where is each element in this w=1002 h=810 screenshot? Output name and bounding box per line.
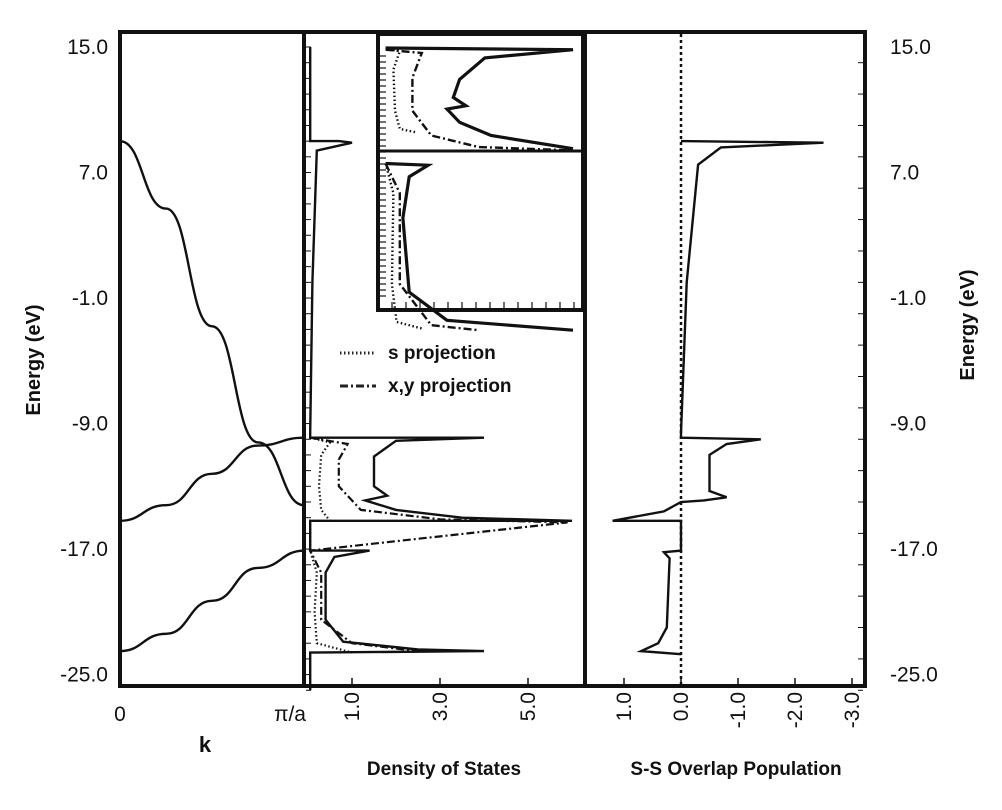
dos-x-tick-label: 5.0: [517, 692, 540, 721]
left-y-axis-label: Energy (eV): [23, 304, 45, 415]
dos-solid-line: [309, 47, 573, 691]
left-y-tick-label: -9.0: [72, 413, 108, 436]
right-y-tick-label: 15.0: [890, 36, 931, 59]
inset-solid-bot-line: [385, 161, 574, 332]
legend-label-xy-projection: x,y projection: [388, 376, 512, 397]
inset-curves: [378, 46, 583, 332]
right-y-tick-label: -1.0: [890, 287, 926, 310]
overlap-x-tick-label: 1.0: [613, 692, 636, 721]
overlap-x-tick-label: -1.0: [727, 692, 750, 728]
left-y-tick-label: -1.0: [72, 287, 108, 310]
inset-frame: [376, 32, 585, 312]
inset-xy-proj-bot-line: [384, 162, 479, 332]
band-x-tick-label-pi-a: π/a: [274, 703, 306, 726]
dos-x-tick-labels: 1.0 3.0 5.0: [341, 692, 540, 721]
left-y-tick-label: -25.0: [60, 664, 108, 687]
left-y-tick-label: 7.0: [79, 162, 108, 185]
inset-xy-proj-top-line: [385, 48, 570, 152]
band-1-line: [119, 549, 305, 653]
left-y-tick-labels: 15.0 7.0 -1.0 -9.0 -17.0 -25.0: [60, 36, 108, 687]
overlap-x-tick-labels: 1.0 0.0 -1.0 -2.0 -3.0: [613, 692, 864, 728]
inset-solid-top-line: [385, 46, 574, 151]
overlap-x-tick-label: -2.0: [784, 692, 807, 728]
dos-dash-dot-line: [308, 436, 568, 653]
dos-curves: [308, 47, 573, 691]
right-y-tick-label: 7.0: [890, 162, 919, 185]
band-x-axis-label: k: [199, 732, 212, 757]
band-3-line: [119, 139, 305, 507]
dos-x-axis-label: Density of States: [367, 759, 521, 780]
overlap-line: [612, 139, 824, 656]
overlap-x-axis-label: S-S Overlap Population: [630, 759, 841, 780]
dos-x-tick-label: 1.0: [341, 692, 364, 721]
ticks: [306, 46, 863, 691]
band-curves: [119, 139, 305, 653]
right-y-tick-label: -25.0: [890, 664, 938, 687]
band-panel-frame: [118, 30, 306, 688]
band-x-tick-label-0: 0: [114, 703, 126, 726]
overlap-curves: [612, 34, 824, 684]
legend: s projection x,y projection: [340, 343, 512, 397]
left-y-tick-label: 15.0: [67, 36, 108, 59]
dos-dotted-line: [309, 436, 353, 654]
right-y-tick-labels: 15.0 7.0 -1.0 -9.0 -17.0 -25.0: [890, 36, 938, 687]
overlap-panel-frame: [583, 30, 867, 688]
legend-label-s-projection: s projection: [388, 343, 496, 364]
band-2-line: [119, 436, 305, 523]
overlap-x-tick-label: -3.0: [841, 692, 864, 728]
right-y-axis-label: Energy (eV): [957, 269, 979, 380]
inset-s-proj-bot-line: [384, 163, 423, 330]
left-y-tick-label: -17.0: [60, 538, 108, 561]
right-y-tick-label: -9.0: [890, 413, 926, 436]
overlap-x-tick-label: 0.0: [670, 692, 693, 721]
dos-x-tick-label: 3.0: [429, 692, 452, 721]
right-y-tick-label: -17.0: [890, 538, 938, 561]
